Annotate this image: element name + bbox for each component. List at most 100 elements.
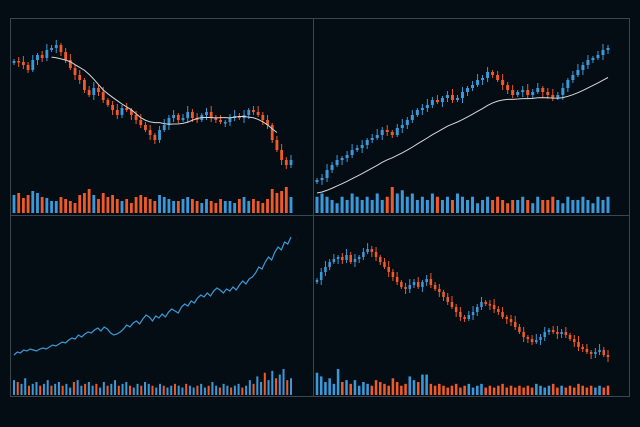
volume-bar: [319, 376, 323, 395]
candle-body: [497, 309, 500, 312]
volume-bar: [147, 383, 150, 395]
candle-body: [522, 332, 525, 337]
candle-body: [442, 292, 445, 297]
volume-bar: [521, 196, 525, 213]
volume-bar: [31, 191, 35, 213]
candle-body: [476, 80, 480, 85]
candle-body: [460, 92, 465, 98]
volume-bar: [21, 198, 25, 213]
candle-body: [357, 257, 361, 259]
volume-bar: [380, 200, 384, 213]
candle-body: [391, 272, 395, 277]
volume-bar: [36, 193, 39, 213]
candle-body: [374, 252, 378, 257]
candle-body: [521, 90, 525, 92]
volume-bar: [360, 200, 364, 213]
volume-bar: [390, 187, 394, 213]
volume-bar: [97, 199, 100, 213]
volume-bar: [188, 385, 191, 395]
volume-bar: [31, 383, 34, 395]
candle-body: [320, 178, 324, 180]
volume-bar: [543, 387, 547, 395]
volume-bar: [325, 196, 329, 213]
volume-bar: [506, 203, 510, 213]
volume-bar: [349, 383, 353, 395]
volume-bar: [471, 196, 475, 213]
volume-bar: [24, 378, 27, 395]
candle-body: [353, 259, 357, 262]
volume-bar: [440, 200, 444, 213]
candle-body: [492, 305, 496, 309]
volume-bar: [539, 385, 542, 395]
candle-body: [129, 110, 133, 115]
volume-bar: [190, 199, 194, 213]
volume-bar: [42, 383, 45, 395]
candle-body: [589, 352, 593, 354]
candle-body: [596, 55, 600, 58]
volume-bar: [480, 383, 483, 395]
candle-body: [420, 108, 424, 110]
volume-bar: [162, 197, 166, 213]
volume-bar: [181, 387, 184, 395]
candle-body: [463, 317, 466, 319]
volume-bar: [237, 383, 240, 395]
candle-body: [252, 110, 255, 112]
volume-bar: [91, 385, 94, 395]
candle-body: [181, 118, 185, 120]
volume-bar: [445, 196, 449, 213]
candle-body: [387, 267, 390, 272]
volume-bar: [228, 201, 232, 213]
candle-body: [591, 58, 595, 60]
volume-bar: [148, 199, 152, 213]
volume-bar: [144, 197, 147, 213]
candle-body: [429, 279, 433, 285]
candle-body: [36, 55, 39, 60]
volume-bar: [455, 193, 459, 213]
volume-bar: [59, 197, 63, 213]
candle-body: [340, 158, 344, 160]
volume-bar: [111, 195, 115, 213]
volume-bar: [564, 387, 568, 395]
candle-body: [446, 297, 450, 302]
volume-bar: [556, 200, 560, 213]
volume-bar: [404, 383, 407, 395]
volume-bar: [492, 387, 496, 395]
volume-bar: [551, 196, 555, 213]
candle-body: [83, 80, 86, 90]
volume-bar: [324, 382, 327, 395]
candle-body: [586, 60, 590, 65]
volume-bar: [115, 199, 119, 213]
volume-bar: [267, 380, 270, 395]
candle-body: [511, 90, 515, 95]
volume-bar: [196, 385, 199, 395]
volume-bar: [223, 201, 227, 213]
volume-bar: [76, 380, 79, 395]
volume-bar: [375, 193, 379, 213]
volume-bar: [362, 382, 365, 395]
volume-bar: [340, 196, 344, 213]
candle-body: [370, 138, 374, 140]
candle-body: [395, 277, 399, 282]
volume-bar: [151, 385, 154, 395]
volume-bar: [237, 199, 241, 213]
candle-body: [501, 80, 505, 85]
volume-bar: [290, 378, 292, 395]
candle-body: [602, 350, 606, 355]
candle-body: [332, 259, 336, 262]
candle-body: [380, 130, 384, 135]
candle-body: [486, 72, 490, 78]
volume-bar: [20, 383, 23, 395]
volume-bar: [330, 200, 334, 213]
candle-body: [560, 332, 563, 334]
candle-body: [87, 90, 91, 95]
volume-bar: [125, 199, 129, 213]
volume-bar: [92, 195, 96, 213]
candle-body: [209, 112, 213, 118]
candle-body: [228, 118, 232, 122]
candle-body: [223, 122, 227, 124]
volume-bar: [526, 385, 530, 395]
volume-bar: [581, 385, 584, 395]
volume-bar: [256, 376, 259, 395]
volume-bar: [378, 382, 382, 395]
